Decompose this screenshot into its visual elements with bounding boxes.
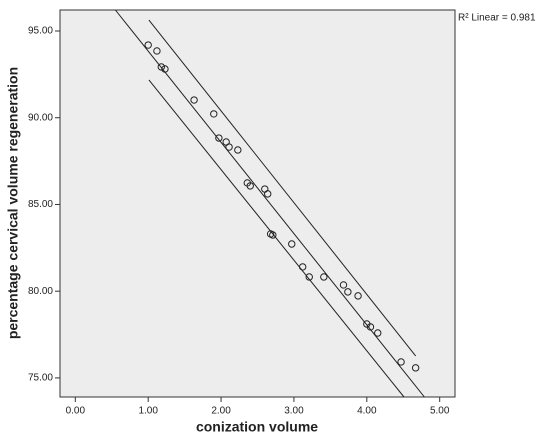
data-point [157,63,166,71]
data-point [234,146,242,154]
data-point [339,281,348,289]
annotation: R² Linear = 0.981 [458,13,536,24]
data-point [269,231,277,239]
data-point [354,292,362,300]
data-point [288,240,296,248]
fit-line [148,79,405,398]
y-axis-title: percentage cervical volume regeneration [5,67,21,339]
data-point [264,190,272,198]
y-tick-label: 85.00 [28,199,53,210]
data-point [225,143,233,151]
data-point [374,329,382,337]
x-axis-title: conization volume [196,419,318,435]
data-point [215,134,223,142]
data-point [298,263,307,271]
y-tick-label: 95.00 [28,26,53,37]
data-point [320,273,328,281]
x-tick-label: 5.00 [430,406,450,417]
data-point [397,358,405,366]
data-point [210,110,218,118]
data-point [366,323,375,331]
y-tick-label: 75.00 [28,373,53,384]
y-tick-label: 80.00 [28,286,53,297]
data-point [344,288,352,296]
data-point [161,65,169,73]
data-point [246,182,254,190]
fit-line [114,9,425,398]
plot-frame [59,9,456,398]
data-point [411,364,420,372]
y-tick-label: 90.00 [28,112,53,123]
fit-line [148,19,417,357]
x-tick-label: 1.00 [138,406,158,417]
x-tick-label: 2.00 [211,406,231,417]
x-tick-label: 3.00 [284,406,304,417]
data-point [305,273,313,281]
data-point [144,41,152,49]
x-tick-label: 4.00 [357,406,377,417]
x-tick-label: 0.00 [66,406,86,417]
data-point [190,96,198,104]
data-point [153,47,161,55]
